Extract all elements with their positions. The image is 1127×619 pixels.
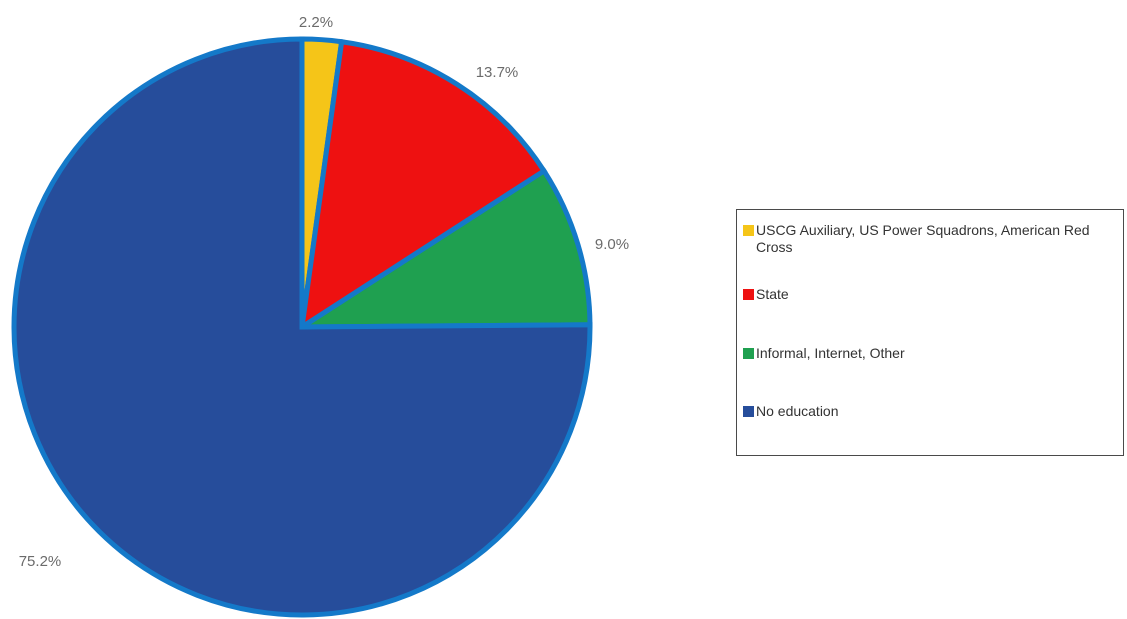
pie-label-informal: 9.0% [595,236,629,253]
legend-swatch-uscg-auxiliary [743,225,754,236]
pie-slice-state [298,38,548,333]
pie-label-uscg-auxiliary: 2.2% [299,14,333,31]
legend-label-informal: Informal, Internet, Other [756,345,905,361]
pie-label-state: 13.7% [476,64,519,81]
legend-item-state: State [743,286,1116,303]
legend-swatch-state [743,289,754,300]
legend-item-no-education: No education [743,403,1116,420]
legend-label-uscg-auxiliary: USCG Auxiliary, US Power Squadrons, Amer… [756,222,1090,255]
legend-label-state: State [756,286,789,302]
chart-legend: USCG Auxiliary, US Power Squadrons, Amer… [736,209,1124,456]
pie-slices [11,36,593,618]
legend-swatch-informal [743,348,754,359]
pie-label-no-education: 75.2% [19,553,62,570]
pie-slice-no-education [11,36,593,618]
legend-item-uscg-auxiliary: USCG Auxiliary, US Power Squadrons, Amer… [743,222,1116,256]
legend-label-no-education: No education [756,403,839,419]
legend-item-informal: Informal, Internet, Other [743,345,1116,362]
pie-slice-informal [293,167,593,330]
legend-swatch-no-education [743,406,754,417]
pie-labels: 2.2% 13.7% 9.0% 75.2% [19,14,629,570]
